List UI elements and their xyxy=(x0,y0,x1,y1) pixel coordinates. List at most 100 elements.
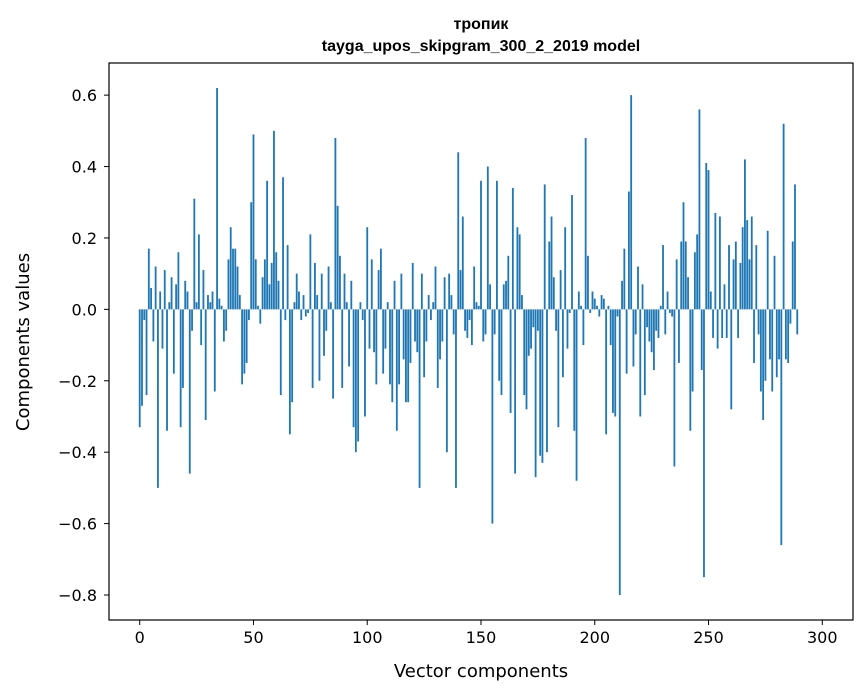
bar xyxy=(518,234,521,310)
bar xyxy=(739,262,742,310)
bar xyxy=(794,184,796,310)
bar xyxy=(668,309,671,313)
bar xyxy=(757,309,760,335)
bar xyxy=(373,309,375,353)
bar xyxy=(295,273,298,310)
bar xyxy=(705,162,708,310)
bar xyxy=(357,309,360,442)
bar xyxy=(780,309,783,546)
bar xyxy=(732,259,735,310)
bar xyxy=(655,309,658,331)
bar xyxy=(466,309,469,338)
bar xyxy=(541,309,544,463)
bar xyxy=(434,266,437,310)
bar xyxy=(507,255,510,310)
bar xyxy=(696,234,699,310)
bar xyxy=(496,180,498,310)
bar xyxy=(505,280,507,310)
bar xyxy=(539,309,542,456)
y-axis-ticks: −0.8 −0.6 −0.4 −0.2 0.0 0.2 0.4 0.6 xyxy=(58,86,109,605)
bar xyxy=(618,309,621,596)
bar xyxy=(427,295,430,310)
bar xyxy=(625,309,628,374)
bar xyxy=(457,152,460,310)
bar xyxy=(534,309,537,478)
bar xyxy=(643,309,646,396)
bar xyxy=(721,309,724,338)
chart-title: тропик xyxy=(454,16,510,33)
bar xyxy=(741,227,744,310)
x-tick-label: 50 xyxy=(243,628,263,647)
bar xyxy=(693,252,696,310)
bar xyxy=(787,309,790,363)
bar xyxy=(293,302,296,310)
bar xyxy=(350,280,353,310)
bar xyxy=(766,230,769,310)
bar xyxy=(445,309,448,453)
bar xyxy=(637,266,639,310)
bar xyxy=(243,309,246,374)
bar xyxy=(182,309,184,388)
bar xyxy=(323,309,325,356)
bar xyxy=(282,177,284,310)
bar xyxy=(589,309,592,313)
bar xyxy=(332,309,335,399)
bar xyxy=(707,170,710,310)
bar xyxy=(452,309,455,335)
bar xyxy=(712,309,714,338)
bar xyxy=(191,309,193,331)
x-axis-label: Vector components xyxy=(394,661,568,682)
bar xyxy=(389,309,391,385)
bar xyxy=(659,305,662,310)
bar xyxy=(279,309,282,396)
bar xyxy=(450,295,453,310)
bar xyxy=(582,309,585,346)
bar xyxy=(459,270,462,310)
bar xyxy=(605,309,608,435)
bar xyxy=(784,309,787,360)
bar xyxy=(584,137,587,310)
bar xyxy=(516,227,519,310)
bar xyxy=(678,309,680,363)
bar xyxy=(493,309,496,335)
y-tick-label: 0.0 xyxy=(72,300,97,319)
bar xyxy=(600,295,603,310)
bar xyxy=(402,309,405,360)
bar xyxy=(580,305,583,310)
bar xyxy=(593,298,596,310)
bar xyxy=(197,234,200,310)
bar xyxy=(193,198,196,310)
x-tick-label: 100 xyxy=(352,628,383,647)
bar xyxy=(634,309,637,335)
bar xyxy=(316,295,319,310)
y-tick-label: −0.6 xyxy=(58,515,97,534)
bar xyxy=(348,309,350,367)
bar xyxy=(698,109,701,310)
bar xyxy=(195,302,198,310)
bar xyxy=(252,134,255,310)
bar xyxy=(377,270,380,310)
bar xyxy=(225,309,228,331)
bar xyxy=(241,309,244,385)
bar xyxy=(141,309,143,406)
bar xyxy=(666,291,669,310)
bar xyxy=(202,270,205,310)
bar xyxy=(147,248,150,310)
bar xyxy=(477,305,480,310)
bar xyxy=(684,241,687,310)
bar xyxy=(523,309,526,396)
bar xyxy=(511,187,514,310)
bar xyxy=(689,309,692,431)
bar xyxy=(532,309,535,328)
bar xyxy=(284,309,287,321)
bar xyxy=(234,248,237,310)
bar xyxy=(391,309,394,403)
bar xyxy=(311,309,314,388)
bar xyxy=(145,309,148,396)
x-tick-label: 0 xyxy=(135,628,145,647)
bar xyxy=(755,245,758,310)
bar xyxy=(209,302,212,310)
bar xyxy=(614,309,617,417)
bar xyxy=(384,309,387,349)
bar xyxy=(138,309,141,428)
